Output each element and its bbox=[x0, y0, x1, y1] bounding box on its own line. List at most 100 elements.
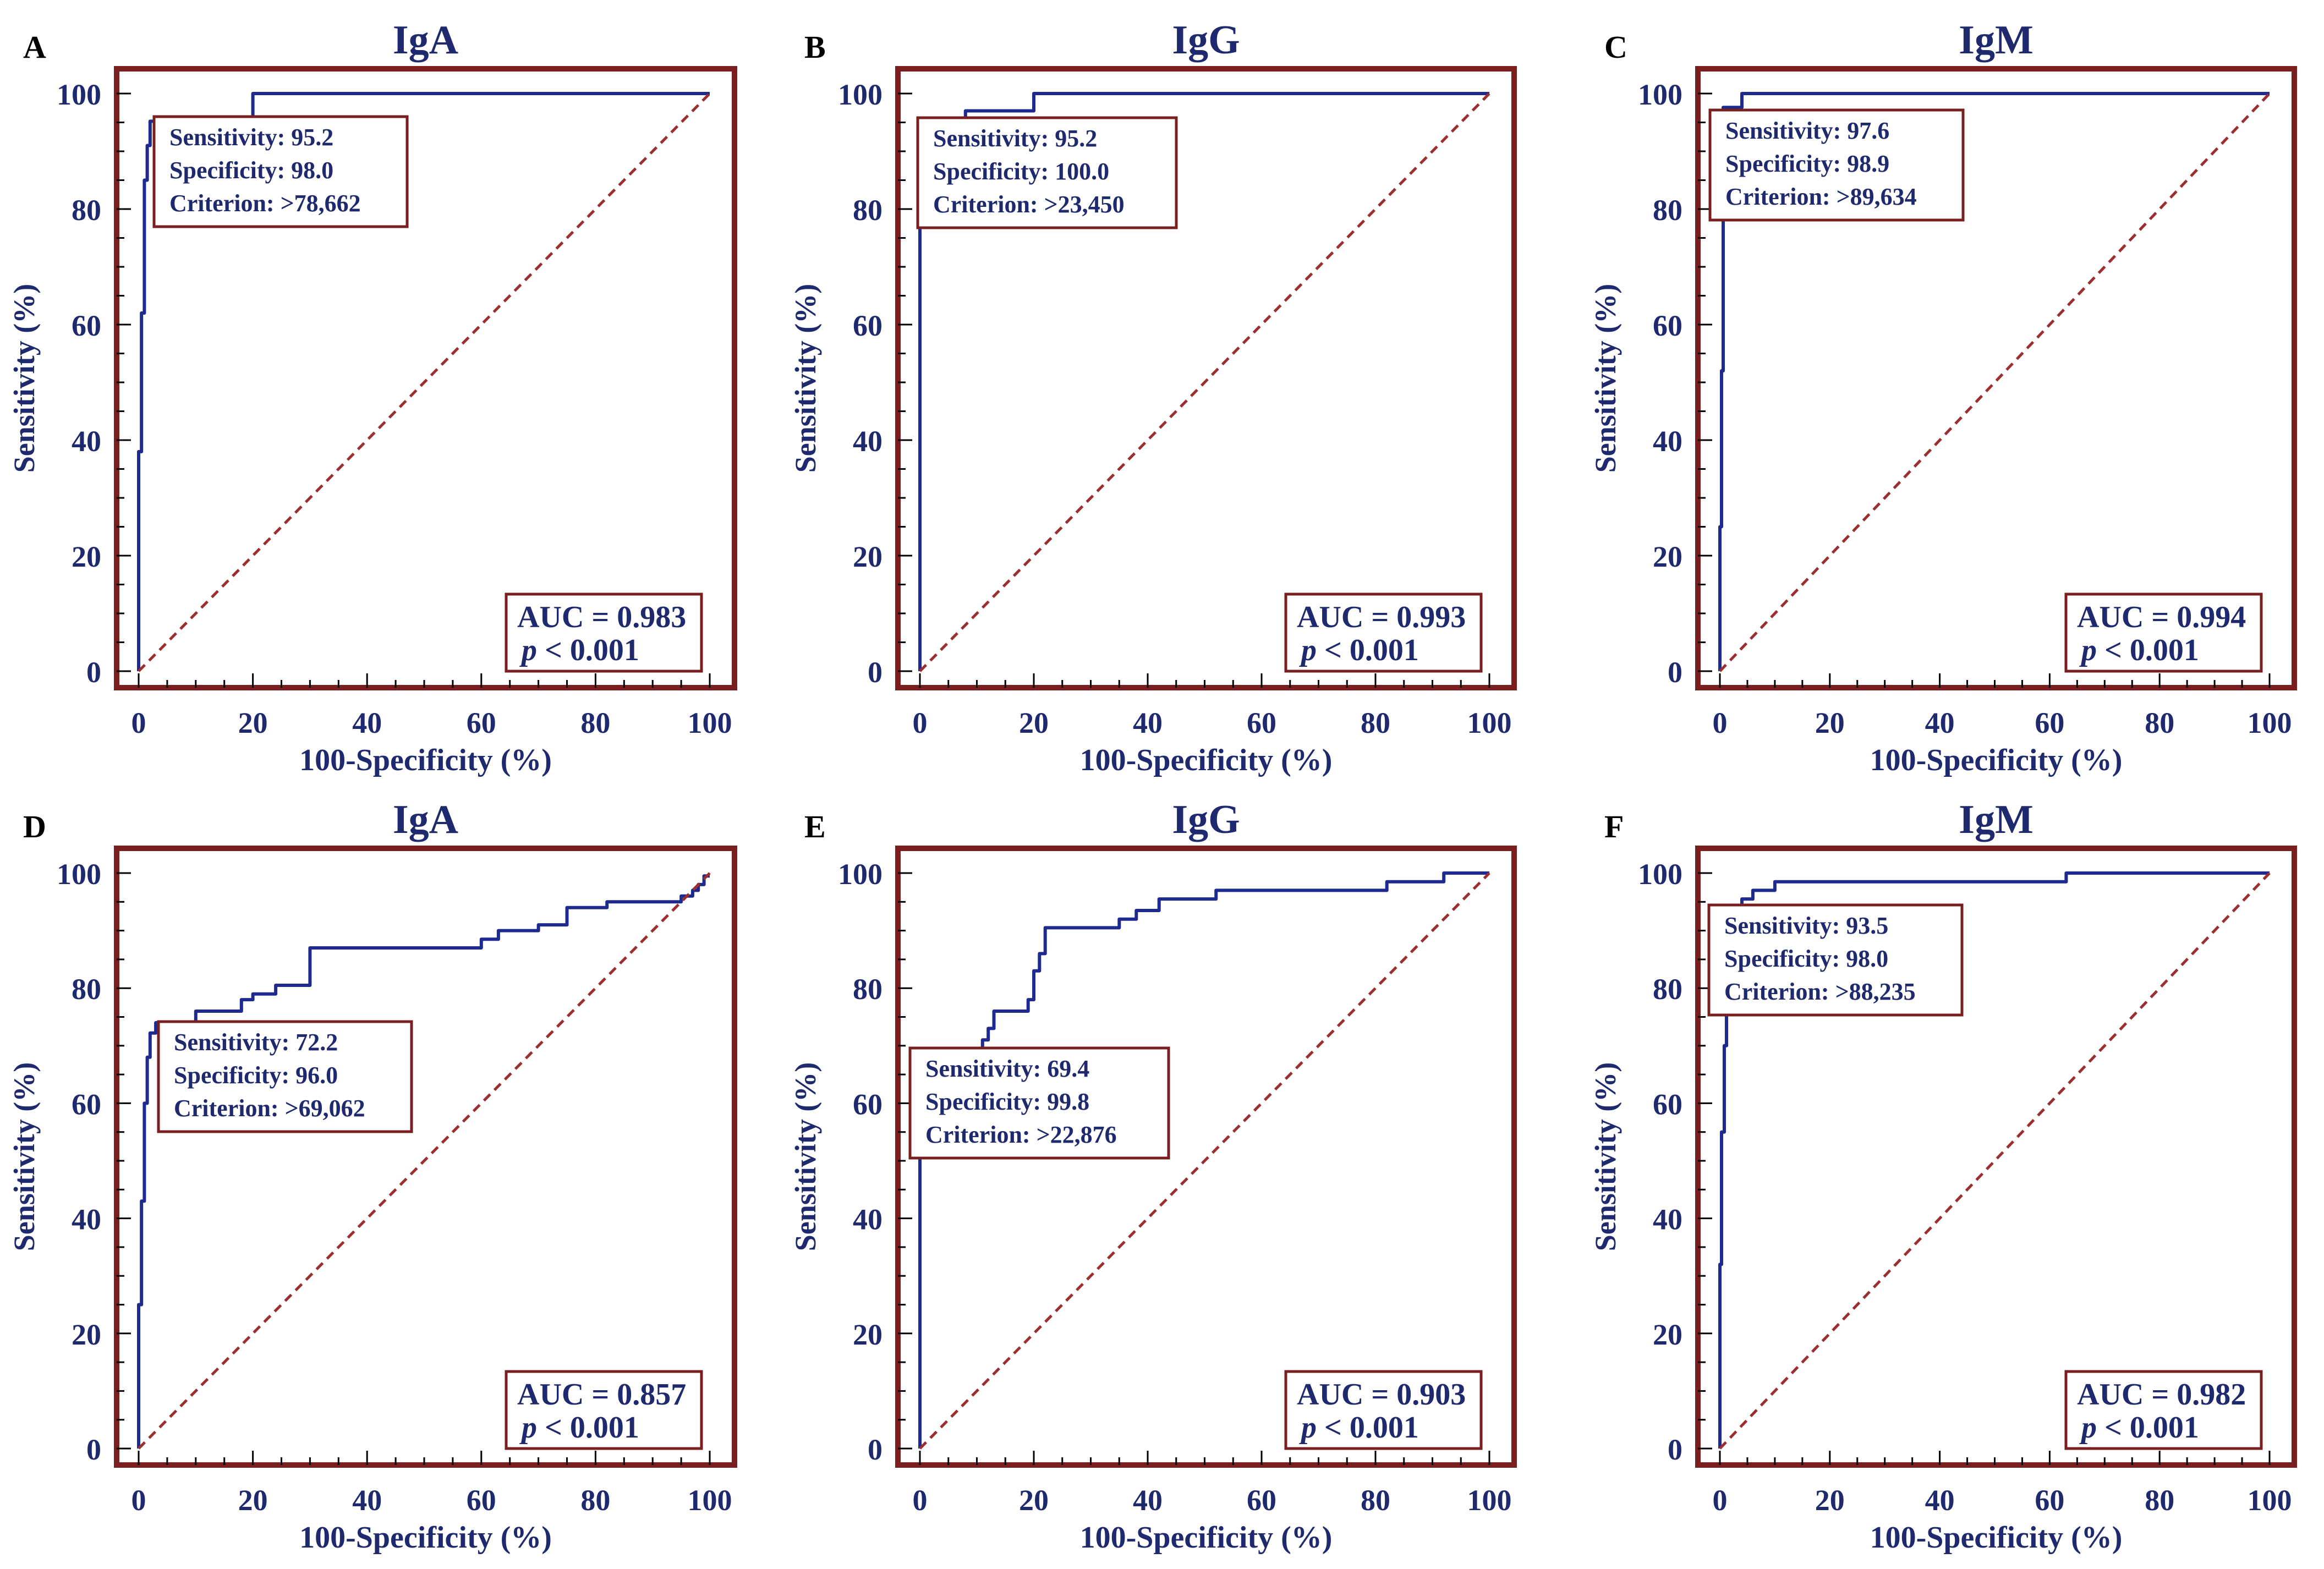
criterion-line: Criterion: >22,876 bbox=[925, 1121, 1117, 1148]
x-axis-label: 100-Specificity (%) bbox=[299, 1521, 552, 1555]
auc-value: AUC = 0.903 bbox=[1297, 1378, 1466, 1412]
x-tick-label: 100 bbox=[2248, 706, 2292, 739]
y-tick-label: 20 bbox=[72, 540, 101, 573]
panel-letter: B bbox=[804, 29, 826, 65]
x-tick-label: 40 bbox=[1925, 1484, 1955, 1517]
x-tick-label: 80 bbox=[580, 1484, 610, 1517]
panel-title: IgM bbox=[1959, 18, 2034, 63]
criterion-box: Sensitivity: 72.2 Specificity: 96.0 Criter… bbox=[157, 1020, 413, 1133]
y-tick-label: 60 bbox=[853, 309, 883, 342]
y-tick-label: 80 bbox=[853, 973, 883, 1006]
plot-frame bbox=[114, 66, 737, 690]
criterion-box: Sensitivity: 69.4 Specificity: 99.8 Criter… bbox=[908, 1046, 1170, 1160]
roc-panel-f: F IgM 0 20 40 60 80 100 0 20 40 60 80 100 100-Specific… bbox=[1589, 797, 2297, 1555]
criterion-line: Specificity: 100.0 bbox=[933, 158, 1109, 185]
y-tick-label: 0 bbox=[86, 656, 101, 689]
x-axis-label: 100-Specificity (%) bbox=[1080, 1521, 1333, 1555]
x-tick-label: 80 bbox=[1361, 1484, 1390, 1517]
plot-frame bbox=[114, 846, 737, 1468]
panel-letter: C bbox=[1604, 29, 1627, 65]
criterion-line: Criterion: >88,235 bbox=[1724, 978, 1916, 1005]
x-tick-label: 80 bbox=[2145, 1484, 2174, 1517]
roc-panel-c: C IgM 0 20 40 60 80 100 0 20 40 60 80 100 100-Specific… bbox=[1589, 18, 2297, 777]
p-symbol: p bbox=[1299, 1411, 1317, 1445]
auc-value: AUC = 0.993 bbox=[1297, 600, 1466, 634]
criterion-line: Sensitivity: 69.4 bbox=[925, 1055, 1089, 1082]
x-tick-label: 60 bbox=[1247, 706, 1276, 739]
reference-diagonal bbox=[138, 872, 711, 1450]
y-tick-label: 40 bbox=[72, 425, 101, 458]
x-tick-label: 20 bbox=[1019, 706, 1049, 739]
y-axis-label: Sensitivity (%) bbox=[8, 1062, 41, 1252]
criterion-line: Specificity: 98.9 bbox=[1725, 150, 1889, 177]
roc-curve bbox=[1718, 92, 2270, 671]
x-tick-label: 100 bbox=[688, 706, 732, 739]
criterion-line: Specificity: 98.0 bbox=[169, 157, 333, 184]
p-threshold: < 0.001 bbox=[1317, 1411, 1419, 1445]
p-threshold: < 0.001 bbox=[2097, 633, 2199, 667]
auc-value: AUC = 0.982 bbox=[2077, 1378, 2246, 1412]
x-tick-label: 20 bbox=[238, 1484, 268, 1517]
x-tick-label: 60 bbox=[2035, 1484, 2064, 1517]
criterion-line: Sensitivity: 93.5 bbox=[1724, 912, 1888, 939]
p-symbol: p bbox=[2079, 1411, 2097, 1445]
panel-letter: D bbox=[23, 809, 46, 844]
criterion-line: Criterion: >78,662 bbox=[169, 190, 361, 217]
plot-frame bbox=[895, 66, 1517, 690]
p-value: p < 0.001 bbox=[2079, 633, 2199, 667]
p-symbol: p bbox=[2079, 633, 2097, 667]
reference-diagonal bbox=[919, 872, 1490, 1450]
y-axis-label: Sensitivity (%) bbox=[1589, 1062, 1622, 1252]
reference-diagonal bbox=[919, 92, 1490, 672]
x-tick-label: 0 bbox=[131, 706, 146, 739]
y-tick-label: 0 bbox=[86, 1433, 101, 1466]
y-tick-label: 0 bbox=[868, 1433, 883, 1466]
x-tick-label: 0 bbox=[1713, 1484, 1728, 1517]
y-tick-label: 20 bbox=[853, 1318, 883, 1351]
x-tick-label: 100 bbox=[1467, 1484, 1512, 1517]
y-tick-label: 80 bbox=[72, 194, 101, 227]
y-tick-label: 40 bbox=[853, 425, 883, 458]
x-tick-label: 20 bbox=[1815, 706, 1845, 739]
panel-letter: F bbox=[1604, 809, 1624, 844]
y-tick-label: 60 bbox=[72, 1088, 101, 1121]
y-tick-label: 100 bbox=[1638, 78, 1682, 111]
x-tick-label: 40 bbox=[352, 706, 382, 739]
y-tick-label: 60 bbox=[1653, 1088, 1682, 1121]
criterion-line: Specificity: 96.0 bbox=[174, 1062, 338, 1089]
x-tick-label: 20 bbox=[1815, 1484, 1845, 1517]
p-threshold: < 0.001 bbox=[1317, 633, 1419, 667]
y-tick-label: 20 bbox=[1653, 540, 1682, 573]
p-value: p < 0.001 bbox=[2079, 1411, 2199, 1445]
y-tick-label: 0 bbox=[1668, 656, 1682, 689]
p-symbol: p bbox=[519, 633, 537, 667]
x-tick-label: 80 bbox=[1361, 706, 1390, 739]
x-tick-label: 60 bbox=[2035, 706, 2064, 739]
auc-value: AUC = 0.983 bbox=[517, 600, 686, 634]
y-tick-label: 100 bbox=[57, 78, 101, 111]
p-threshold: < 0.001 bbox=[537, 633, 639, 667]
p-value: p < 0.001 bbox=[1299, 1411, 1419, 1445]
reference-diagonal bbox=[138, 92, 711, 672]
y-tick-label: 80 bbox=[1653, 194, 1682, 227]
x-tick-label: 40 bbox=[1925, 706, 1955, 739]
roc-panel-e: E IgG 0 20 40 60 80 100 0 20 40 60 80 100 100-Specific… bbox=[789, 797, 1517, 1555]
roc-curve bbox=[137, 874, 710, 1449]
criterion-box: Sensitivity: 93.5 Specificity: 98.0 Criter… bbox=[1707, 903, 1964, 1017]
x-tick-label: 60 bbox=[467, 706, 496, 739]
x-axis-label: 100-Specificity (%) bbox=[1870, 1521, 2123, 1555]
x-tick-label: 100 bbox=[688, 1484, 732, 1517]
auc-value: AUC = 0.994 bbox=[2077, 600, 2246, 634]
criterion-box: Sensitivity: 95.2 Specificity: 100.0 Crite… bbox=[916, 116, 1178, 229]
y-tick-label: 100 bbox=[838, 78, 883, 111]
panel-title: IgG bbox=[1172, 797, 1240, 842]
y-tick-label: 100 bbox=[838, 858, 883, 891]
p-symbol: p bbox=[1299, 633, 1317, 667]
x-tick-label: 60 bbox=[1247, 1484, 1276, 1517]
y-tick-label: 80 bbox=[1653, 973, 1682, 1006]
x-tick-label: 100 bbox=[1467, 706, 1512, 739]
y-tick-label: 40 bbox=[1653, 1203, 1682, 1236]
p-threshold: < 0.001 bbox=[2097, 1411, 2199, 1445]
